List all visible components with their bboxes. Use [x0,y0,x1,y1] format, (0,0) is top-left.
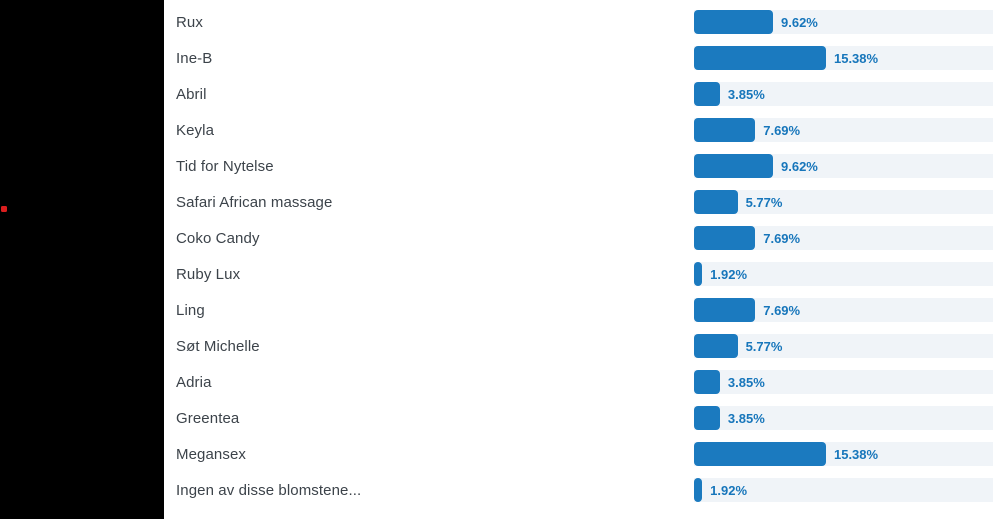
bar-track: 3.85% [694,406,993,430]
bar-fill [694,226,756,250]
option-label: Megansex [176,445,247,463]
poll-row: Coko Candy 7.69% [164,220,993,256]
bar-fill [694,10,773,34]
bar-track: 5.77% [694,190,993,214]
bar-fill [694,154,773,178]
option-label: Rux [176,13,203,31]
poll-row: Ine-B 15.38% [164,40,993,76]
percent-label: 5.77% [745,194,783,210]
bar-track: 3.85% [694,370,993,394]
percent-label: 3.85% [727,374,765,390]
poll-row: Ingen av disse blomstene... 1.92% [164,472,993,508]
option-label: Adria [176,373,212,391]
poll-results-list: Rux 9.62% Ine-B 15.38% Abril 3.85% Keyla 7.69% T… [164,0,993,519]
option-label: Tid for Nytelse [176,157,274,175]
bar-track: 15.38% [694,46,993,70]
poll-row: Ling 7.69% [164,292,993,328]
percent-label: 1.92% [710,266,748,282]
bar-track: 3.85% [694,82,993,106]
percent-label: 7.69% [763,302,801,318]
red-dot-marker [1,206,7,212]
poll-row: Safari African massage 5.77% [164,184,993,220]
option-label: Ling [176,301,205,319]
poll-row: Megansex 15.38% [164,436,993,472]
percent-label: 15.38% [833,446,879,462]
option-label: Coko Candy [176,229,260,247]
bar-track: 5.77% [694,334,993,358]
percent-label: 9.62% [781,14,818,30]
option-label: Greentea [176,409,240,427]
poll-row: Abril 3.85% [164,76,993,112]
percent-label: 1.92% [710,482,748,498]
percent-label: 3.85% [727,86,765,102]
poll-row: Adria 3.85% [164,364,993,400]
bar-fill [694,82,720,106]
option-label: Abril [176,85,207,103]
bar-fill [694,46,826,70]
bar-fill [694,442,826,466]
left-black-panel [0,0,164,519]
percent-label: 15.38% [833,50,879,66]
bar-track: 7.69% [694,298,993,322]
bar-fill [694,298,756,322]
bar-fill [694,370,720,394]
percent-label: 3.85% [727,410,765,426]
option-label: Søt Michelle [176,337,260,355]
bar-fill [694,406,720,430]
percent-label: 7.69% [763,230,801,246]
bar-fill [694,118,756,142]
bar-track: 1.92% [694,478,993,502]
option-label: Ine-B [176,49,213,67]
poll-row: Ruby Lux 1.92% [164,256,993,292]
bar-fill [694,478,703,502]
poll-row: Tid for Nytelse 9.62% [164,148,993,184]
bar-track: 1.92% [694,262,993,286]
bar-track: 7.69% [694,118,993,142]
percent-label: 5.77% [745,338,783,354]
percent-label: 9.62% [781,158,818,174]
poll-row: Keyla 7.69% [164,112,993,148]
bar-fill [694,334,738,358]
poll-row: Greentea 3.85% [164,400,993,436]
option-label: Ruby Lux [176,265,241,283]
bar-fill [694,190,738,214]
option-label: Ingen av disse blomstene... [176,481,362,499]
option-label: Safari African massage [176,193,333,211]
bar-track: 15.38% [694,442,993,466]
poll-row: Rux 9.62% [164,4,993,40]
bar-fill [694,262,703,286]
bar-track: 7.69% [694,226,993,250]
bar-track: 9.62% [694,154,993,178]
poll-row: Søt Michelle 5.77% [164,328,993,364]
bar-track: 9.62% [694,10,993,34]
percent-label: 7.69% [763,122,801,138]
option-label: Keyla [176,121,215,139]
